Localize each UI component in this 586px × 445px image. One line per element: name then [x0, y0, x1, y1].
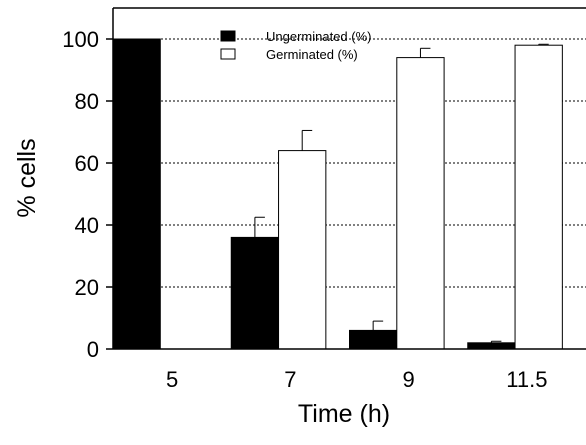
- x-axis-label: Time (h): [298, 400, 390, 428]
- x-tick-label: 11.5: [506, 367, 547, 392]
- bar-ungerminated: [467, 342, 516, 350]
- bar-germinated: [396, 57, 445, 350]
- bar-germinated: [278, 150, 327, 350]
- legend-swatch-ungerminated: [220, 30, 236, 42]
- x-ticks: 5 7 9 11.5: [166, 367, 547, 392]
- y-tick-label: 40: [75, 213, 99, 238]
- bar-ungerminated: [349, 329, 398, 350]
- bar-ungerminated: [112, 38, 161, 350]
- y-tick-label: 100: [62, 27, 99, 52]
- y-tick-label: 0: [87, 337, 99, 362]
- x-tick-label: 9: [403, 367, 415, 392]
- legend-label-germinated: Germinated (%): [266, 47, 358, 62]
- x-tick-label: 5: [166, 367, 178, 392]
- y-tick-label: 80: [75, 89, 99, 114]
- y-axis-label: % cells: [13, 138, 41, 217]
- bars: [112, 38, 563, 350]
- y-tick-label: 20: [75, 275, 99, 300]
- axes: [112, 7, 586, 350]
- bar-germinated: [514, 44, 563, 350]
- legend-swatch-germinated: [220, 48, 236, 60]
- y-tick-label: 60: [75, 151, 99, 176]
- gridlines: [113, 38, 586, 288]
- legend-label-ungerminated: Ungerminated (%): [266, 29, 372, 44]
- x-tick-label: 7: [284, 367, 296, 392]
- y-ticks: 0 20 40 60 80 100: [62, 27, 113, 362]
- legend: Ungerminated (%) Germinated (%): [220, 29, 372, 62]
- bar-ungerminated: [230, 236, 280, 350]
